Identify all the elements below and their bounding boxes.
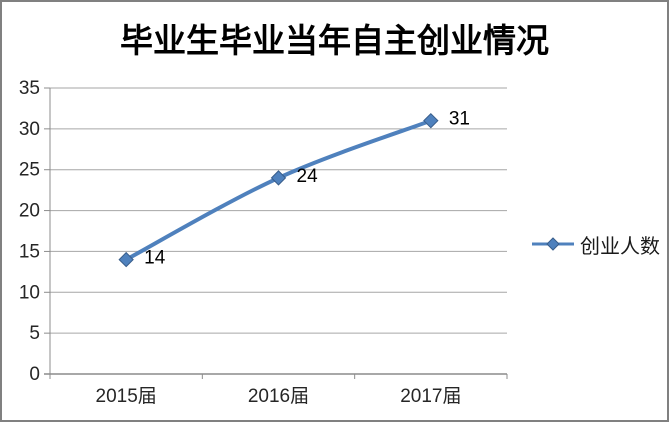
x-tick-label: 2015届 [96, 386, 157, 407]
data-label: 24 [297, 166, 319, 187]
data-point-marker [118, 251, 134, 268]
legend-diamond-icon [546, 237, 560, 251]
x-tick-label: 2016届 [248, 386, 309, 407]
chart-title: 毕业生毕业当年自主创业情况 [120, 21, 549, 60]
y-tick-label: 10 [19, 282, 40, 303]
y-tick-label: 20 [19, 201, 40, 222]
legend: 创业人数 [531, 231, 660, 258]
y-tick-label: 25 [19, 160, 40, 181]
data-point-marker [270, 170, 287, 186]
y-tick-label: 15 [19, 241, 40, 262]
data-label: 31 [449, 109, 470, 130]
legend-label: 创业人数 [580, 235, 660, 258]
data-point-marker [423, 112, 439, 129]
data-label: 14 [144, 248, 166, 269]
y-tick-label: 30 [19, 119, 40, 140]
x-tick-label: 2017届 [400, 386, 461, 407]
y-tick-label: 35 [19, 78, 40, 99]
series-line [124, 118, 433, 262]
y-tick-label: 5 [29, 323, 40, 344]
y-tick-label: 0 [29, 364, 40, 385]
legend-line-marker-icon [532, 237, 574, 251]
